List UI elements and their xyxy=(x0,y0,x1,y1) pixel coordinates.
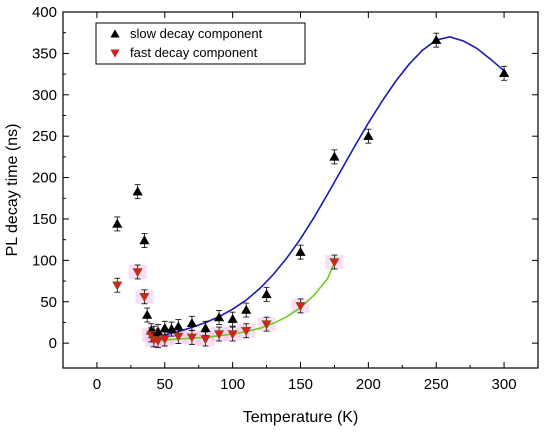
slow-data-point xyxy=(112,216,123,232)
x-tick-label: 300 xyxy=(492,376,517,393)
triangle-down-marker xyxy=(241,326,252,336)
fast-data-point xyxy=(261,316,272,332)
fast-data-point xyxy=(159,331,170,347)
slow-data-point xyxy=(329,149,340,165)
fast-data-point xyxy=(112,277,123,293)
triangle-up-marker xyxy=(498,68,510,78)
x-tick-label: 0 xyxy=(93,376,101,393)
triangle-up-marker xyxy=(173,321,184,331)
triangle-down-marker xyxy=(227,330,238,340)
triangle-down-marker xyxy=(200,335,211,345)
slow-data-point xyxy=(132,184,143,200)
triangle-up-marker xyxy=(142,309,153,319)
triangle-up-marker xyxy=(431,34,442,44)
triangle-up-marker xyxy=(363,130,374,140)
fast-data-point xyxy=(139,289,150,305)
slow-data-point xyxy=(295,244,306,260)
triangle-up-marker xyxy=(213,312,225,322)
slow-data-point xyxy=(139,233,150,248)
slow-data-point xyxy=(498,65,510,81)
y-tick-label: 150 xyxy=(32,211,57,228)
slow-data-point xyxy=(241,302,252,318)
y-axis-title: PL decay time (ns) xyxy=(4,124,21,257)
triangle-down-marker xyxy=(146,331,157,341)
triangle-up-marker xyxy=(132,186,143,196)
triangle-up-marker xyxy=(261,289,272,299)
fast-data-point xyxy=(227,326,238,342)
y-tick-label: 100 xyxy=(32,252,57,269)
y-tick-label: 50 xyxy=(40,294,57,311)
triangle-up-marker xyxy=(186,318,198,328)
y-tick-label: 300 xyxy=(32,87,57,104)
triangle-down-marker xyxy=(329,258,340,268)
x-tick-label: 100 xyxy=(220,376,245,393)
fast-data-point xyxy=(173,329,184,344)
legend: slow decay component fast decay componen… xyxy=(95,22,306,65)
triangle-down-marker xyxy=(132,268,143,278)
triangle-up-marker xyxy=(139,235,150,245)
x-tick-label: 200 xyxy=(356,376,381,393)
triangle-up-marker xyxy=(329,151,340,161)
y-tick-label: 400 xyxy=(32,4,57,21)
triangle-down-marker xyxy=(186,333,198,343)
legend-box xyxy=(95,22,306,65)
fast-data-point xyxy=(186,329,198,345)
x-axis-title: Temperature (K) xyxy=(243,409,359,426)
fast-data-point xyxy=(200,331,211,347)
y-tick-label: 350 xyxy=(32,45,57,62)
fast-data-point xyxy=(295,298,306,314)
slow-data-point xyxy=(166,321,177,337)
triangle-down-marker xyxy=(173,332,184,342)
y-tick-label: 0 xyxy=(49,335,57,352)
slow-data-point xyxy=(213,310,225,325)
data-points-layer xyxy=(112,32,510,349)
fast-data-point xyxy=(213,326,225,342)
x-tick-label: 150 xyxy=(288,376,313,393)
slow-data-point xyxy=(261,286,272,302)
fast-data-point xyxy=(132,264,143,280)
triangle-down-marker xyxy=(152,336,164,346)
x-tick-label: 50 xyxy=(156,376,173,393)
triangle-up-marker xyxy=(295,246,306,256)
fast-data-point xyxy=(241,323,252,339)
x-tick-label: 250 xyxy=(424,376,449,393)
fit-curve-slow xyxy=(153,35,505,338)
plot-frame xyxy=(62,11,539,369)
triangle-down-marker xyxy=(261,320,272,330)
triangle-down-marker xyxy=(213,330,225,340)
fast-data-point xyxy=(329,254,340,270)
legend-marker-slow xyxy=(110,29,120,38)
fit-curves-layer xyxy=(153,35,505,342)
y-tick-label: 250 xyxy=(32,128,57,145)
y-tick-label: 200 xyxy=(32,170,57,187)
y-axis-ticks: 0 50 100 150 200 250 300 350 400 xyxy=(32,4,538,352)
slow-data-point xyxy=(431,32,442,48)
legend-label-fast: fast decay component xyxy=(130,45,258,60)
triangle-up-marker xyxy=(112,218,123,228)
triangle-down-marker xyxy=(159,335,170,345)
triangle-up-marker xyxy=(166,323,177,333)
triangle-down-marker xyxy=(112,281,123,291)
slow-data-point xyxy=(227,311,238,327)
triangle-up-marker xyxy=(200,323,211,333)
triangle-down-marker xyxy=(295,302,306,312)
triangle-up-marker xyxy=(241,304,252,314)
legend-label-slow: slow decay component xyxy=(130,26,263,41)
fast-data-point xyxy=(152,333,164,349)
triangle-up-marker xyxy=(227,313,238,323)
triangle-down-marker xyxy=(139,293,150,303)
x-axis-ticks: 0 50 100 150 200 250 300 xyxy=(93,12,517,393)
legend-marker-fast xyxy=(110,49,120,58)
slow-data-point xyxy=(142,307,153,323)
slow-data-point xyxy=(363,128,374,144)
